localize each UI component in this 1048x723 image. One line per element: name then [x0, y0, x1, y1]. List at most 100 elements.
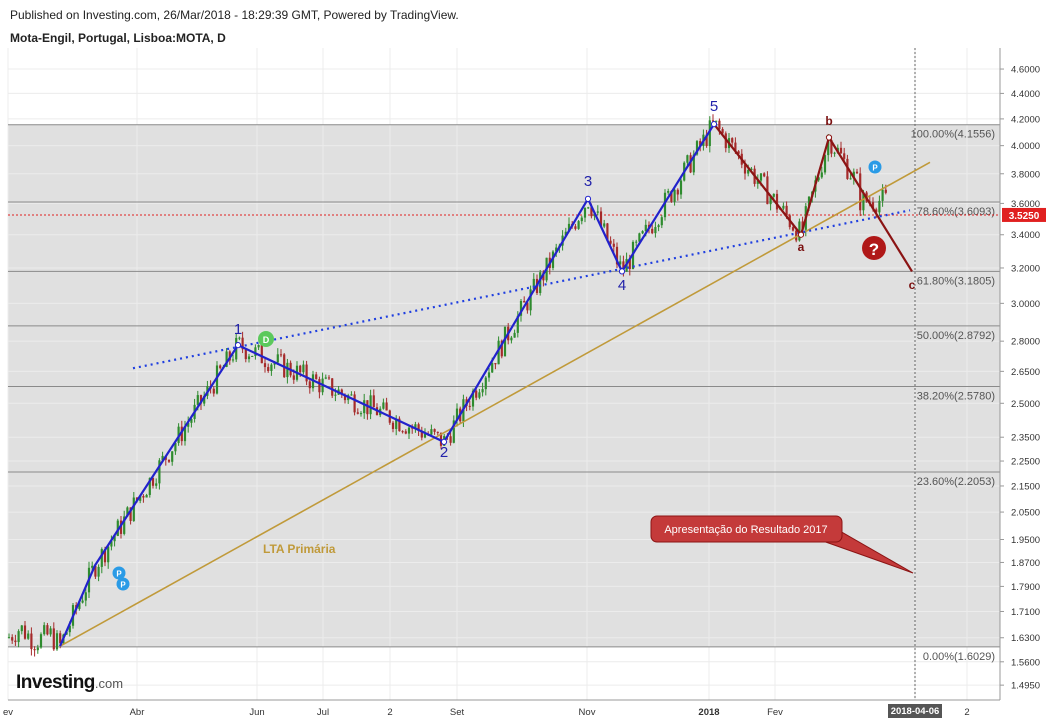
price-tick-label: 3.8000: [1011, 169, 1040, 180]
candle: [657, 225, 660, 228]
candle: [759, 173, 763, 181]
investing-logo: Investing.com: [16, 672, 123, 694]
price-tick-label: 3.0000: [1011, 299, 1040, 310]
candles: [7, 114, 887, 657]
candle: [500, 340, 503, 357]
candle: [30, 633, 33, 650]
candle: [414, 424, 417, 428]
price-tick-label: 4.6000: [1011, 65, 1040, 76]
axes: 4.6000 4.4000 4.2000 4.0000 3.8000 3.6000 3.40…: [3, 48, 1046, 718]
candle: [36, 647, 39, 651]
candle: [487, 372, 491, 378]
candle: [609, 240, 612, 244]
candle: [132, 497, 135, 521]
time-tick-label: 2018-04-06: [891, 706, 940, 717]
logo-brand: Investing: [16, 672, 95, 693]
price-tick-label: 2.3500: [1011, 433, 1040, 444]
price-tick-label: 1.5600: [1011, 657, 1040, 668]
time-tick-label: Set: [450, 707, 465, 718]
fib-label: 78.60%(3.6093): [917, 206, 995, 218]
fib-band: [8, 201, 1000, 272]
candle: [641, 231, 644, 234]
wave-lines: [58, 121, 913, 647]
candle: [103, 549, 107, 563]
candle: [148, 477, 151, 495]
candle: [100, 549, 103, 567]
candle: [247, 356, 251, 360]
wave-pivot: [440, 438, 448, 445]
candle: [567, 223, 571, 232]
candle: [212, 388, 215, 394]
candle: [263, 363, 267, 368]
candle: [660, 217, 663, 226]
candle: [673, 189, 676, 202]
candle: [395, 418, 398, 429]
price-tick-label: 3.6000: [1011, 199, 1040, 210]
candle: [68, 625, 71, 633]
candle: [775, 193, 779, 210]
time-tick-label: 2018: [698, 707, 719, 718]
candle: [81, 600, 84, 603]
fib-label: 38.20%(2.5780): [917, 390, 995, 402]
time-tick-label: 2: [964, 707, 969, 718]
candle: [667, 190, 670, 193]
candle: [791, 227, 795, 231]
candle: [167, 459, 171, 462]
candle: [27, 633, 30, 639]
time-tick-label: Jul: [317, 707, 329, 718]
candle: [113, 535, 116, 542]
wave-pivot: [234, 341, 242, 349]
candle: [401, 431, 404, 433]
candle: [635, 241, 638, 243]
candle: [331, 378, 334, 396]
time-tick-label: Abr: [130, 707, 145, 718]
candle: [743, 164, 747, 174]
candle: [494, 363, 497, 365]
last-price-badge: [1002, 207, 1046, 222]
candle: [481, 389, 484, 393]
pivot-badge-icon: [112, 566, 126, 580]
candle: [318, 379, 321, 393]
price-tick-label: 1.4950: [1011, 681, 1040, 692]
candle: [622, 261, 625, 272]
candle: [587, 207, 590, 209]
candle: [766, 176, 769, 205]
candle: [772, 193, 775, 197]
candle: [849, 178, 852, 180]
candle: [407, 427, 411, 434]
candle: [324, 377, 327, 379]
candle: [292, 375, 295, 380]
candle: [398, 418, 401, 432]
candle: [372, 395, 375, 408]
price-tick-label: 2.6500: [1011, 367, 1040, 378]
candle: [353, 394, 356, 413]
price-tick-label: 3.4000: [1011, 230, 1040, 241]
candle: [46, 625, 49, 635]
candle: [455, 408, 459, 421]
wave-pivot: [710, 121, 718, 128]
pivot-badge-letter: P: [120, 581, 126, 590]
candle: [110, 541, 113, 547]
candle: [676, 189, 679, 195]
wave-pivot: [584, 195, 592, 202]
candle: [491, 363, 494, 373]
candle: [737, 151, 740, 154]
wave-label-5: 5: [710, 98, 718, 115]
candle: [55, 633, 59, 650]
candle: [439, 432, 443, 446]
wave-pivot: [797, 231, 805, 238]
candle: [452, 420, 455, 443]
trendline-label: LTA Primária: [263, 542, 336, 556]
candle: [91, 565, 94, 568]
grid: [7, 48, 1000, 700]
candle: [471, 390, 475, 407]
candle: [417, 424, 420, 431]
candle: [843, 153, 846, 159]
dividend-badge-icon: [258, 331, 274, 347]
candle: [542, 272, 545, 281]
candle: [497, 340, 500, 365]
wave-label-2: 2: [440, 444, 448, 461]
candle: [260, 344, 263, 364]
candle: [254, 347, 257, 356]
